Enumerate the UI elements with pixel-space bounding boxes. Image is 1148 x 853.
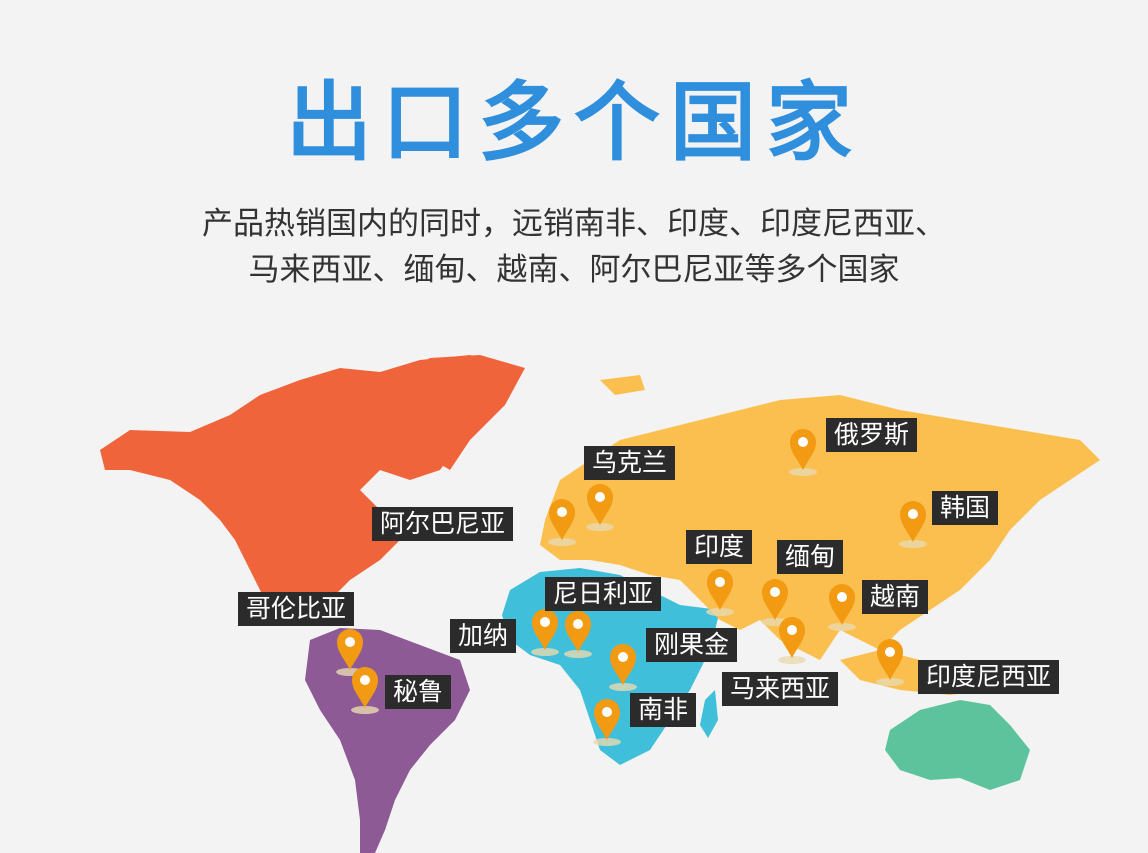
- australia: [885, 700, 1030, 790]
- map-pin-icon: [789, 429, 817, 476]
- eurasia: [540, 395, 1100, 660]
- country-label: 刚果金: [646, 628, 738, 662]
- country-label: 秘鲁: [385, 675, 452, 709]
- country-label: 马来西亚: [722, 672, 839, 706]
- map-pin-icon: [564, 611, 592, 658]
- subtitle-line-1: 产品热销国内的同时，远销南非、印度、印度尼西亚、: [202, 206, 946, 242]
- country-label: 缅甸: [777, 540, 844, 574]
- country-label: 俄罗斯: [826, 418, 918, 452]
- country-label: 加纳: [450, 619, 517, 653]
- madagascar: [700, 690, 718, 738]
- country-label: 韩国: [932, 491, 999, 525]
- map-pin-icon: [586, 484, 614, 531]
- map-pin-icon: [899, 501, 927, 548]
- country-label: 印度尼西亚: [918, 660, 1060, 694]
- map-pin-icon: [609, 644, 637, 691]
- map-pin-icon: [778, 617, 806, 664]
- map-pin-icon: [706, 569, 734, 616]
- country-label: 哥伦比亚: [238, 592, 355, 626]
- country-label: 乌克兰: [584, 446, 676, 480]
- pins: [336, 429, 927, 746]
- country-label: 南非: [630, 693, 697, 727]
- map-pin-icon: [593, 699, 621, 746]
- map-pin-icon: [828, 584, 856, 631]
- country-label: 印度: [686, 530, 753, 564]
- map-pin-icon: [531, 609, 559, 656]
- country-label: 阿尔巴尼亚: [372, 507, 514, 541]
- map-pin-icon: [548, 499, 576, 546]
- country-label: 尼日利亚: [545, 577, 662, 611]
- greenland: [390, 355, 525, 470]
- map-pin-icon: [351, 667, 379, 714]
- scandinavia: [600, 375, 645, 395]
- map-pin-icon: [876, 639, 904, 686]
- south-america: [305, 628, 470, 853]
- country-label: 越南: [862, 580, 929, 614]
- page-title: 出口多个国家: [286, 72, 862, 173]
- subtitle-line-2: 马来西亚、缅甸、越南、阿尔巴尼亚等多个国家: [248, 252, 900, 288]
